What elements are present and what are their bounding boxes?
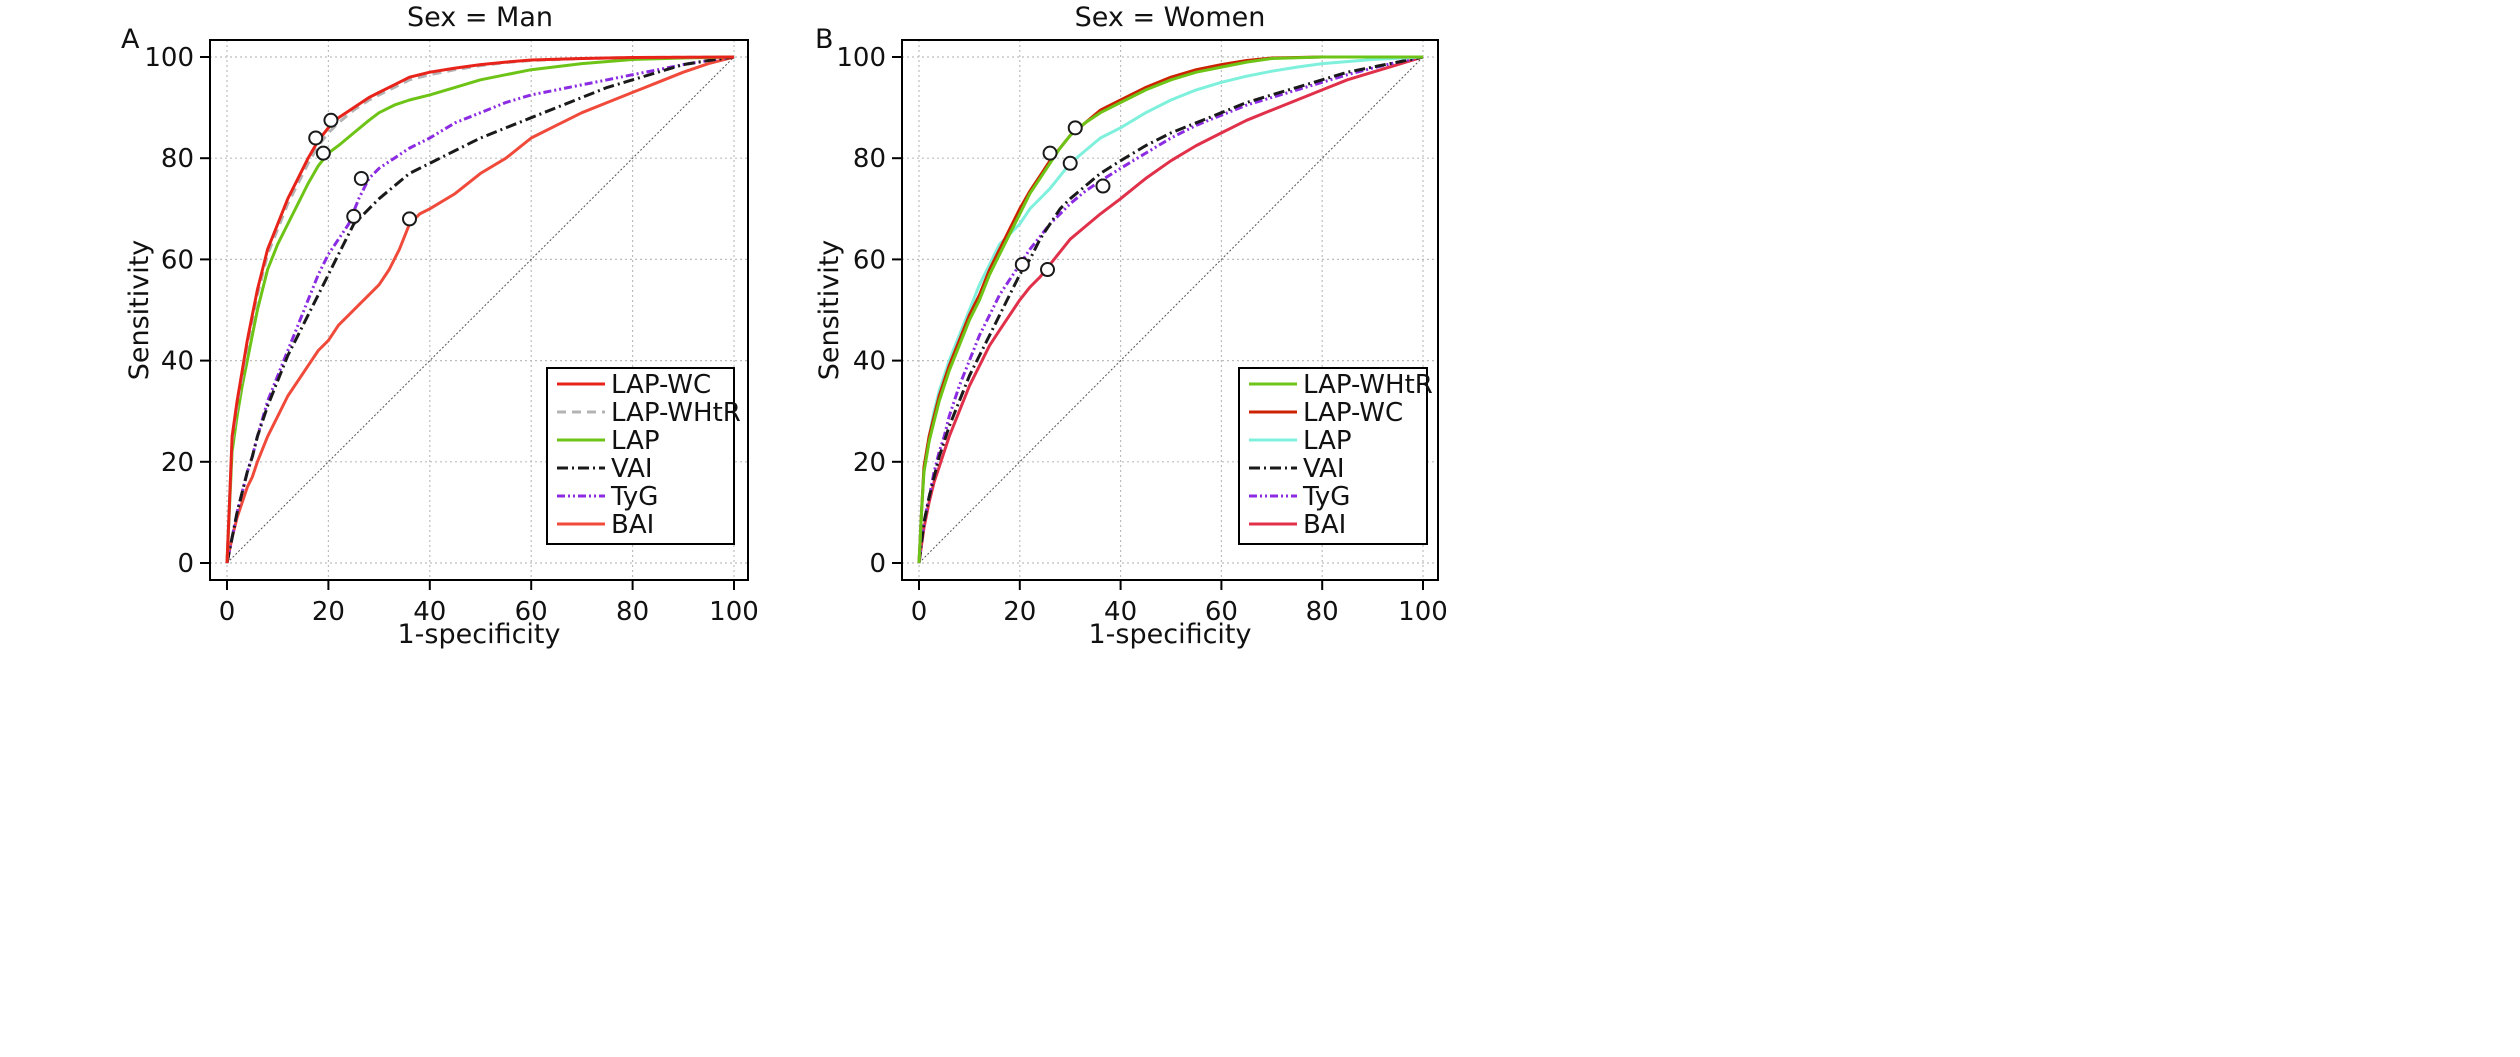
series-line-vai <box>917 55 1424 564</box>
x-tick-label: 20 <box>312 597 345 627</box>
cutoff-point-lap-whtr <box>1042 145 1058 161</box>
x-tick-label: 40 <box>413 597 446 627</box>
legend-label: BAI <box>611 510 654 540</box>
x-axis-label: 1-specificity <box>1088 619 1251 650</box>
chart-panel-b: 0 20 40 60 80 100 0 20 40 60 80 100 Sex = Women B 1-sp… <box>814 2 1448 650</box>
legend-label: VAI <box>1303 454 1345 484</box>
cutoff-point-lap-wc <box>323 112 339 128</box>
y-tick-label: 40 <box>161 347 194 377</box>
x-tick-label: 100 <box>1398 597 1448 627</box>
cutoff-point-lap-whtr <box>308 130 324 146</box>
y-tick-label: 80 <box>161 144 194 174</box>
cutoff-point-tyg <box>1014 256 1030 272</box>
x-tick-label: 100 <box>709 597 759 627</box>
legend-label: VAI <box>611 454 653 484</box>
cutoff-point-lap <box>315 145 331 161</box>
x-tick-label: 80 <box>1306 597 1339 627</box>
legend-box <box>1238 367 1428 545</box>
y-tick-label: 20 <box>853 448 886 478</box>
y-axis-label: Sensitivity <box>814 240 845 381</box>
legend-label: TyG <box>1302 482 1350 512</box>
reference-diagonal-line <box>918 56 1424 564</box>
panel-label: B <box>815 24 834 55</box>
y-tick-label: 40 <box>853 347 886 377</box>
x-tick-label: 60 <box>1205 597 1238 627</box>
y-tick-label: 20 <box>161 448 194 478</box>
panel-label: A <box>121 24 140 55</box>
legend-label: LAP-WC <box>1303 398 1403 428</box>
legend-box <box>546 367 735 545</box>
y-tick-label: 60 <box>161 245 194 275</box>
y-tick-label: 100 <box>144 43 194 73</box>
cutoff-point-tyg <box>353 170 369 186</box>
series-line-tyg <box>225 55 735 564</box>
chart-panel-a: 0 20 40 60 80 100 0 20 40 60 80 100 Sex = Man A 1-spec… <box>121 2 759 650</box>
cutoff-point-vai <box>1095 178 1111 194</box>
cutoff-point-lap <box>1062 155 1078 171</box>
x-tick-label: 0 <box>911 597 928 627</box>
series-line-lap <box>917 55 1424 564</box>
series-line-vai <box>225 55 735 564</box>
legend-label: LAP-WHtR <box>611 398 741 428</box>
legend-label: LAP-WHtR <box>1303 370 1433 400</box>
reference-diagonal-line <box>226 56 735 564</box>
x-tick-label: 0 <box>219 597 236 627</box>
x-axis-label: 1-specificity <box>397 619 560 650</box>
series-line-lap-wc <box>225 55 735 564</box>
legend-label: BAI <box>1303 510 1346 540</box>
cutoff-point-bai <box>402 211 418 227</box>
cutoff-point-lap-wc <box>1067 120 1083 136</box>
x-tick-label: 60 <box>515 597 548 627</box>
legend-label: TyG <box>610 482 658 512</box>
x-tick-label: 20 <box>1003 597 1036 627</box>
y-tick-label: 0 <box>869 549 886 579</box>
cutoff-point-bai <box>1040 262 1056 278</box>
x-tick-label: 80 <box>616 597 649 627</box>
series-line-bai <box>917 55 1424 564</box>
chart-title: Sex = Women <box>1075 2 1266 33</box>
cutoff-point-vai <box>346 208 362 224</box>
plot-frame <box>209 39 749 581</box>
legend-label: LAP <box>611 426 660 456</box>
y-tick-label: 100 <box>836 43 886 73</box>
plot-frame <box>901 39 1439 581</box>
series-line-lap-whtr <box>917 55 1423 564</box>
y-axis-label: Sensitivity <box>124 240 155 381</box>
legend-label: LAP <box>1303 426 1352 456</box>
x-tick-label: 40 <box>1104 597 1137 627</box>
y-tick-label: 60 <box>853 245 886 275</box>
chart-title: Sex = Man <box>407 2 553 33</box>
legend-label: LAP-WC <box>611 370 711 400</box>
y-tick-label: 0 <box>177 549 194 579</box>
y-tick-label: 80 <box>853 144 886 174</box>
series-line-bai <box>225 55 735 564</box>
